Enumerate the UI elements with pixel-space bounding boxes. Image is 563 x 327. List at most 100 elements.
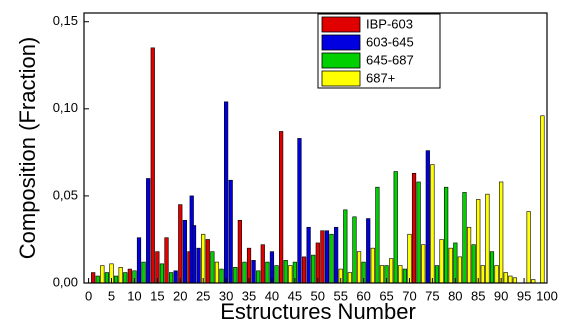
bar — [100, 265, 105, 284]
bar — [91, 272, 96, 284]
bar — [164, 237, 169, 284]
x-tick-label: 55 — [333, 288, 347, 303]
x-tick-label: 5 — [108, 288, 115, 303]
legend-swatch — [321, 34, 361, 51]
x-tick-label: 0 — [85, 288, 92, 303]
bar — [146, 178, 151, 284]
bar — [434, 265, 440, 284]
bar — [242, 261, 247, 284]
bar — [416, 181, 421, 284]
x-tick-label: 80 — [448, 288, 462, 303]
y-tick-label: 0,00 — [53, 274, 78, 289]
bar — [329, 233, 334, 284]
x-tick-label: 40 — [265, 288, 279, 303]
y-axis-title: Composition (Fraction) — [15, 37, 40, 260]
legend-label: 645-687 — [366, 52, 414, 67]
bar — [320, 230, 325, 284]
bar — [301, 256, 307, 284]
bar — [95, 275, 100, 284]
bar — [411, 172, 417, 284]
x-tick-label: 30 — [219, 288, 233, 303]
bar — [251, 260, 256, 284]
bar — [512, 277, 518, 284]
bar — [480, 265, 485, 284]
bar — [113, 275, 119, 284]
bar — [182, 219, 187, 284]
bar — [499, 181, 504, 284]
bar — [352, 216, 357, 284]
bar — [448, 247, 453, 284]
bar — [430, 164, 435, 284]
bar — [508, 275, 513, 284]
bar — [237, 219, 242, 284]
bar — [260, 244, 265, 284]
bar — [476, 199, 481, 284]
x-tick-label: 65 — [379, 288, 393, 303]
legend-swatch — [321, 16, 361, 33]
bar — [279, 131, 284, 284]
bar — [210, 251, 215, 284]
bar — [214, 261, 220, 284]
x-tick-label: 25 — [196, 288, 210, 303]
x-tick-label: 60 — [356, 288, 370, 303]
bar — [494, 265, 499, 284]
bar — [118, 267, 123, 284]
legend-label: 603-645 — [366, 34, 414, 49]
bar — [466, 226, 472, 284]
bar — [439, 239, 444, 284]
bar — [274, 265, 279, 284]
bar — [127, 268, 132, 284]
legend-label: IBP-603 — [366, 16, 413, 31]
bar — [246, 247, 252, 284]
bar — [219, 268, 224, 284]
x-tick-label: 95 — [517, 288, 531, 303]
bar — [315, 242, 320, 284]
bar — [375, 186, 380, 284]
y-tick-label: 0,05 — [53, 187, 78, 202]
bar — [366, 218, 371, 284]
x-tick-label: 70 — [402, 288, 416, 303]
bar — [191, 225, 197, 284]
legend-swatch — [321, 52, 361, 69]
bar — [150, 47, 155, 284]
bar — [421, 244, 426, 284]
bar — [425, 150, 430, 284]
bar — [407, 233, 412, 284]
bar — [453, 242, 458, 284]
x-tick-label: 45 — [288, 288, 302, 303]
bar — [489, 251, 495, 284]
bar — [205, 239, 210, 284]
x-tick-label: 75 — [425, 288, 439, 303]
bar — [503, 272, 508, 284]
bar — [168, 272, 174, 284]
bar — [228, 179, 233, 284]
x-tick-label: 90 — [494, 288, 508, 303]
bar — [343, 209, 348, 284]
x-axis-title: Estructures Number — [220, 299, 416, 324]
y-tick-label: 0,10 — [53, 100, 78, 115]
bar — [540, 115, 545, 284]
bar — [398, 265, 403, 284]
bar — [224, 101, 229, 284]
y-tick-label: 0,15 — [53, 13, 78, 28]
x-tick-label: 50 — [311, 288, 325, 303]
bar — [159, 263, 165, 284]
bar — [288, 265, 293, 284]
x-tick-label: 85 — [471, 288, 485, 303]
bar — [462, 192, 467, 284]
bar — [471, 244, 476, 284]
legend-label: 687+ — [366, 70, 395, 85]
bar — [306, 226, 311, 284]
bar — [457, 256, 463, 284]
bar — [233, 267, 238, 284]
bar — [402, 268, 407, 284]
bar — [196, 247, 201, 284]
bar — [173, 270, 178, 284]
x-tick-label: 35 — [242, 288, 256, 303]
x-tick-label: 15 — [150, 288, 164, 303]
bar — [356, 251, 362, 284]
plot-frame — [83, 12, 548, 284]
bar — [297, 138, 302, 284]
bar — [256, 270, 261, 284]
bar — [178, 204, 183, 284]
